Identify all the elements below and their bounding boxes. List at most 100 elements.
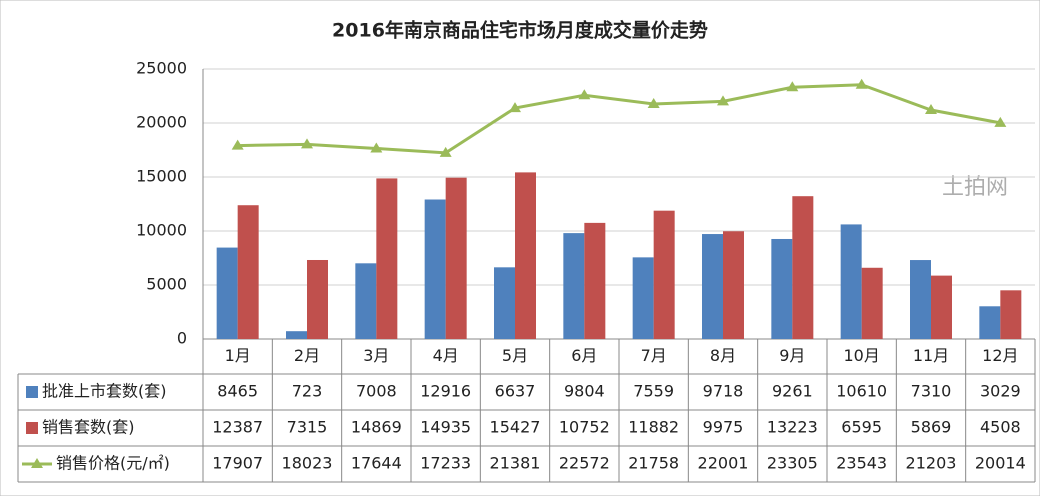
- marker: [855, 78, 868, 89]
- table-value: 10610: [836, 382, 887, 401]
- bar: [307, 259, 328, 339]
- table-value: 20014: [975, 454, 1026, 473]
- y-tick-label: 10000: [136, 221, 187, 240]
- table-value: 21758: [628, 454, 679, 473]
- bar: [632, 257, 654, 339]
- bar: [910, 260, 931, 339]
- table-value: 6595: [841, 418, 882, 437]
- table-value: 10752: [559, 418, 610, 437]
- x-tick-label: 10月: [843, 346, 879, 365]
- bar: [286, 331, 307, 339]
- marker: [509, 102, 521, 113]
- marker: [439, 146, 452, 157]
- x-tick-label: 4月: [433, 346, 459, 365]
- table-value: 723: [292, 382, 323, 401]
- marker: [717, 95, 729, 106]
- x-tick-label: 1月: [225, 346, 251, 365]
- bar: [445, 177, 467, 339]
- table-value: 12387: [212, 418, 263, 437]
- table-value: 23543: [836, 454, 887, 473]
- bar: [424, 199, 446, 339]
- y-tick-label: 5000: [146, 275, 187, 294]
- table-value: 17233: [420, 454, 471, 473]
- line: [237, 83, 1001, 155]
- x-tick-label: 5月: [502, 346, 528, 365]
- table-value: 18023: [282, 454, 333, 473]
- table-value: 11882: [628, 418, 679, 437]
- bar: [376, 178, 398, 339]
- bar: [1000, 290, 1022, 339]
- table-value: 5869: [911, 418, 952, 437]
- bar: [840, 224, 862, 339]
- table-value: 17644: [351, 454, 402, 473]
- bar: [515, 172, 536, 339]
- table-value: 15427: [490, 418, 541, 437]
- y-tick-label: 25000: [136, 59, 187, 78]
- table-value: 13223: [767, 418, 818, 437]
- legend-key: [26, 386, 38, 398]
- y-tick-label: 0: [177, 329, 187, 348]
- bar: [653, 210, 675, 339]
- x-tick-label: 9月: [779, 346, 805, 365]
- table-value: 14935: [420, 418, 471, 437]
- x-tick-label: 6月: [571, 346, 597, 365]
- y-tick-label: 15000: [136, 167, 187, 186]
- table-value: 14869: [351, 418, 402, 437]
- marker: [301, 138, 313, 149]
- table-value: 4508: [980, 418, 1021, 437]
- table-value: 22572: [559, 454, 610, 473]
- x-tick-label: 3月: [363, 346, 389, 365]
- bar: [931, 275, 952, 339]
- marker: [578, 89, 591, 100]
- legend-label: 销售价格(元/㎡): [56, 454, 170, 473]
- bar: [861, 267, 883, 339]
- table-value: 22001: [698, 454, 749, 473]
- legend-label: 批准上市套数(套): [42, 382, 167, 401]
- table-value: 9975: [703, 418, 744, 437]
- legend-key: [31, 458, 43, 468]
- x-tick-label: 7月: [641, 346, 667, 365]
- marker: [370, 142, 383, 153]
- table-value: 6637: [495, 382, 536, 401]
- bar: [584, 222, 606, 339]
- table-value: 7315: [287, 418, 328, 437]
- marker: [994, 116, 1007, 127]
- table-value: 12916: [420, 382, 471, 401]
- chart-title: 2016年南京商品住宅市场月度成交量价走势: [332, 19, 708, 42]
- x-tick-label: 2月: [294, 346, 320, 365]
- bar: [723, 231, 744, 339]
- legend-label: 销售套数(套): [42, 418, 135, 437]
- legend-key: [26, 422, 38, 434]
- x-tick-label: 12月: [982, 346, 1018, 365]
- table-value: 17907: [212, 454, 263, 473]
- bar: [771, 238, 793, 339]
- x-tick-label: 8月: [710, 346, 736, 365]
- table-value: 9718: [703, 382, 744, 401]
- table-value: 7310: [911, 382, 952, 401]
- watermark: 土拍网: [942, 175, 1008, 200]
- bar: [563, 233, 585, 339]
- marker: [786, 81, 799, 92]
- table-value: 7559: [633, 382, 674, 401]
- table-value: 21381: [490, 454, 541, 473]
- marker: [925, 104, 937, 115]
- table-value: 8465: [217, 382, 258, 401]
- marker: [231, 139, 244, 150]
- bar: [237, 205, 259, 339]
- table-value: 9804: [564, 382, 605, 401]
- table-value: 9261: [772, 382, 813, 401]
- bar: [494, 267, 515, 339]
- bar: [355, 263, 377, 339]
- bar: [702, 234, 723, 339]
- marker: [647, 98, 660, 109]
- bar: [979, 306, 1001, 339]
- bar: [216, 247, 238, 339]
- table-value: 21203: [906, 454, 957, 473]
- table-value: 23305: [767, 454, 818, 473]
- table-value: 7008: [356, 382, 397, 401]
- bar: [792, 196, 814, 339]
- table-value: 3029: [980, 382, 1021, 401]
- y-tick-label: 20000: [136, 113, 187, 132]
- x-tick-label: 11月: [913, 346, 949, 365]
